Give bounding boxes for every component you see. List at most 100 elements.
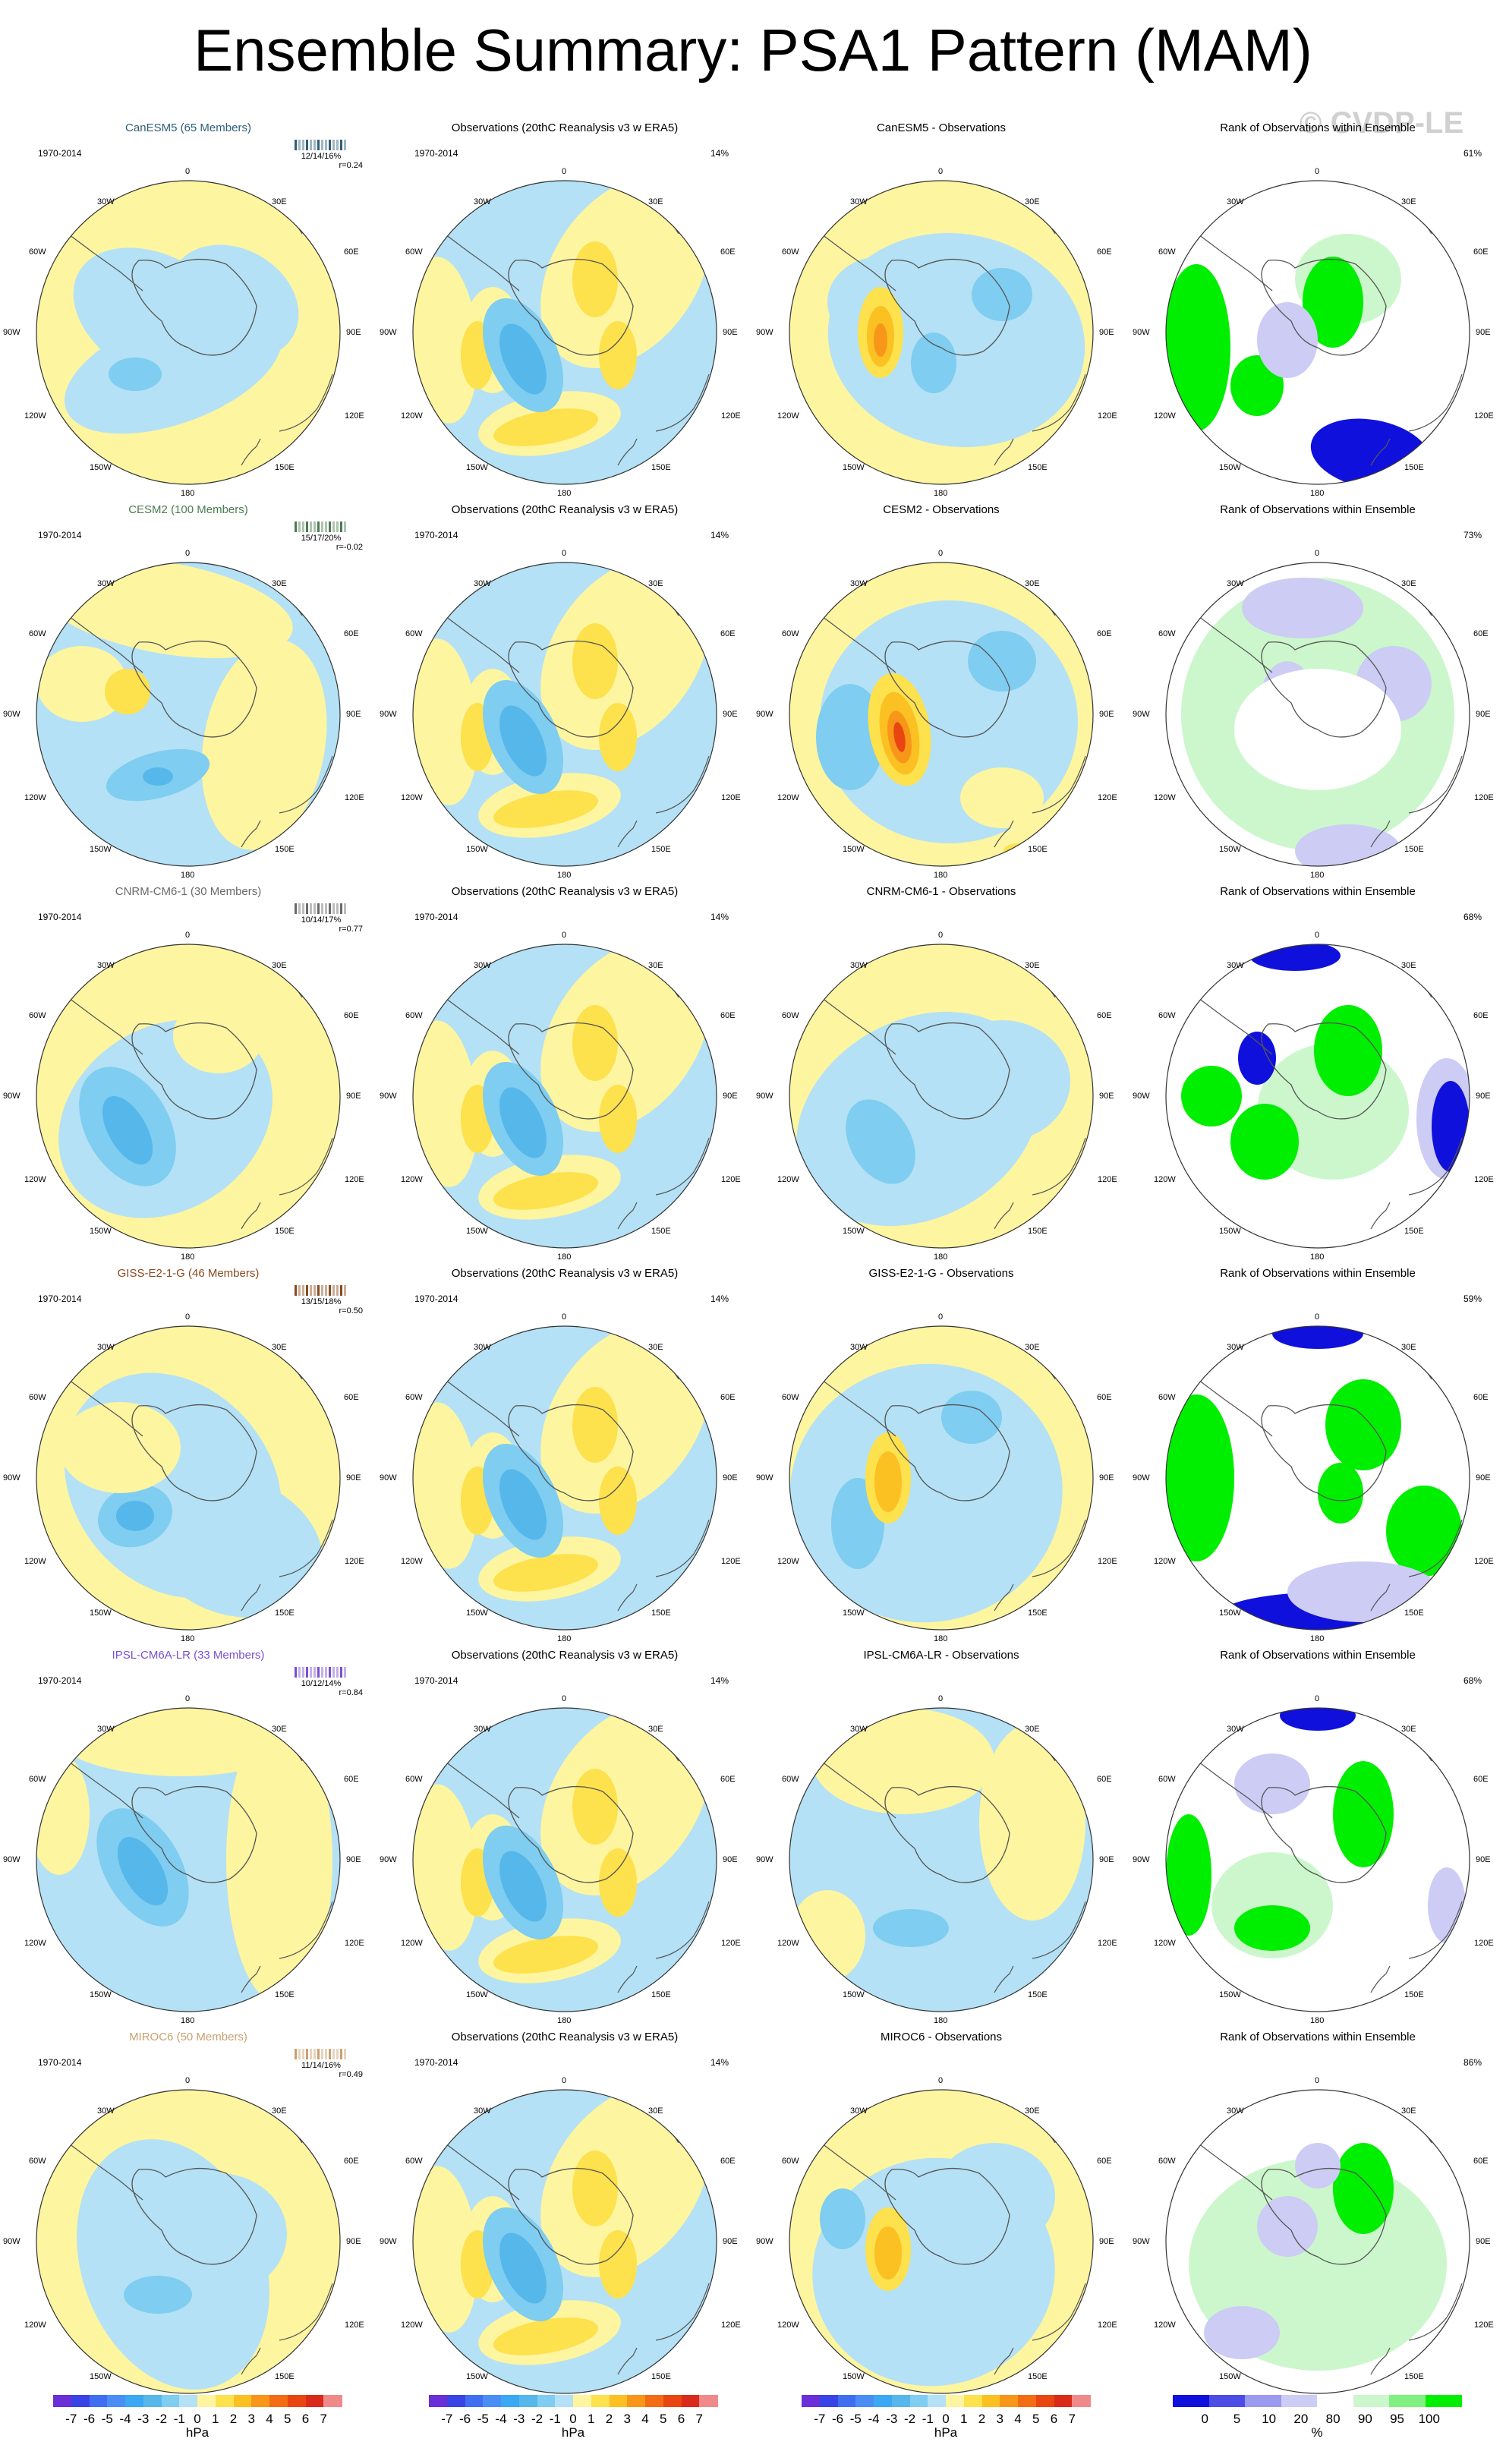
new-zealand-coastline bbox=[617, 1965, 638, 1993]
grid-label-br1: 120E bbox=[1474, 1939, 1494, 1948]
grid-label-bl2: 150W bbox=[1219, 1990, 1241, 1999]
antarctica-coastline bbox=[1261, 1404, 1387, 1501]
south-america-coastline bbox=[815, 611, 896, 673]
colorbar-obs-box-12 bbox=[645, 2395, 664, 2407]
grid-label-tr1: 30E bbox=[272, 961, 287, 970]
grid-label-br2: 150E bbox=[1404, 1609, 1424, 1618]
grid-label-tr2: 60E bbox=[1097, 1011, 1112, 1020]
map-boundary bbox=[36, 944, 341, 1249]
colorbar-model-tick-14: 7 bbox=[320, 2412, 327, 2426]
colorbar-model-tick-6: -1 bbox=[173, 2412, 185, 2426]
panel-title: Rank of Observations within Ensemble bbox=[1220, 1267, 1416, 1280]
grid-label-tl1: 30W bbox=[850, 1343, 868, 1352]
colorbar-model-box-4 bbox=[125, 2395, 144, 2407]
pattern-correlation: r=0.50 bbox=[339, 1306, 364, 1315]
colorbar-obs-box-4 bbox=[501, 2395, 520, 2407]
grid-label-tl2: 60W bbox=[782, 2157, 799, 2166]
australia-coastline bbox=[1032, 1137, 1086, 1196]
antarctica-coastline bbox=[131, 2167, 257, 2265]
grid-label-top: 0 bbox=[1315, 931, 1320, 940]
grid-label-bl1: 120W bbox=[24, 793, 46, 802]
map-boundary bbox=[36, 180, 341, 485]
grid-label-top: 0 bbox=[1315, 1312, 1320, 1322]
new-zealand-coastline bbox=[241, 1583, 261, 1612]
grid-label-tr2: 60E bbox=[720, 2157, 736, 2166]
map-boundary bbox=[412, 944, 717, 1249]
member-stats: 12/14/16% r=0.24 bbox=[279, 140, 363, 170]
panel-title: IPSL-CM6A-LR - Observations bbox=[863, 1649, 1019, 1662]
colorbar-model-tick-13: 6 bbox=[301, 2412, 310, 2426]
grid-label-left: 90W bbox=[3, 1092, 20, 1101]
grid-label-top: 0 bbox=[562, 2076, 567, 2085]
new-zealand-coastline bbox=[241, 820, 261, 848]
member-stats: 13/15/18% r=0.50 bbox=[279, 1285, 363, 1315]
variance-percent: 14% bbox=[710, 2057, 729, 2068]
grid-label-bottom: 180 bbox=[934, 871, 948, 880]
grid-label-bl1: 120W bbox=[1154, 2321, 1176, 2330]
contour-region-10 bbox=[499, 1469, 547, 1540]
rank-region-0 bbox=[1166, 1394, 1234, 1561]
panel-title: Rank of Observations within Ensemble bbox=[1220, 503, 1416, 516]
grid-label-left: 90W bbox=[380, 1855, 397, 1864]
grid-label-bl2: 150W bbox=[90, 2372, 112, 2381]
contour-region-4 bbox=[413, 257, 478, 424]
grid-label-top: 0 bbox=[938, 1694, 944, 1703]
colorbar-rank-tick-3: 20 bbox=[1293, 2412, 1309, 2426]
australia-coastline bbox=[1408, 1137, 1463, 1196]
grid-label-right: 90E bbox=[346, 1092, 361, 1101]
grid-label-right: 90E bbox=[1476, 2237, 1491, 2246]
period-label: 1970-2014 bbox=[414, 2057, 458, 2068]
map-boundary bbox=[1165, 2089, 1470, 2394]
new-zealand-coastline bbox=[994, 1965, 1014, 1993]
grid-label-tr1: 30E bbox=[648, 1343, 663, 1352]
australia-coastline bbox=[1408, 1519, 1463, 1577]
grid-label-tr2: 60E bbox=[344, 1011, 359, 1020]
grid-label-br1: 120E bbox=[1474, 2321, 1494, 2330]
colorbar-diff-box-5 bbox=[891, 2395, 910, 2407]
grid-label-left: 90W bbox=[1133, 1092, 1150, 1101]
colorbar-obs-box-8 bbox=[573, 2395, 592, 2407]
grid-label-tr1: 30E bbox=[648, 2106, 663, 2116]
contour-region-8 bbox=[599, 1467, 637, 1535]
antarctica-coastline bbox=[884, 1404, 1010, 1501]
contour-region-2 bbox=[941, 1391, 1002, 1444]
contour-region-5 bbox=[572, 1769, 618, 1845]
grid-label-br1: 120E bbox=[345, 1557, 364, 1566]
australia-coastline bbox=[655, 755, 710, 814]
grid-label-tr1: 30E bbox=[1025, 197, 1040, 206]
grid-label-top: 0 bbox=[938, 1312, 944, 1322]
rank-region-3 bbox=[1295, 2143, 1341, 2188]
panel-diff-1: CESM2 - Observations 0 180 90W 90E 30W 60W 30E 6… bbox=[753, 503, 1130, 885]
grid-label-tr1: 30E bbox=[1025, 2106, 1040, 2116]
grid-label-tl1: 30W bbox=[1227, 1725, 1244, 1734]
colorbar-obs-unit: hPa bbox=[561, 2425, 585, 2440]
panel-obs-3: Observations (20thC Reanalysis v3 w ERA5… bbox=[376, 1267, 753, 1649]
grid-label-tl2: 60W bbox=[29, 1011, 46, 1020]
grid-label-left: 90W bbox=[1133, 328, 1150, 337]
colorbar-diff-tick-10: 3 bbox=[996, 2412, 1003, 2426]
colorbar-diff-box-7 bbox=[928, 2395, 947, 2407]
variance-percent: 14% bbox=[710, 530, 729, 540]
grid-label-right: 90E bbox=[346, 710, 361, 719]
grid-label-br1: 120E bbox=[1098, 1557, 1117, 1566]
contour-region-8 bbox=[599, 2230, 637, 2299]
colorbar-model-box-15 bbox=[323, 2395, 342, 2407]
new-zealand-coastline bbox=[617, 2347, 638, 2375]
grid-label-br1: 120E bbox=[721, 793, 741, 802]
grid-label-tl1: 30W bbox=[850, 579, 868, 588]
map-model-2 bbox=[36, 944, 341, 1249]
period-label: 1970-2014 bbox=[38, 1675, 82, 1686]
grid-label-br1: 120E bbox=[345, 1175, 364, 1184]
grid-label-bottom: 180 bbox=[557, 871, 572, 880]
contour-region-2 bbox=[145, 1474, 323, 1618]
map-model-0 bbox=[36, 180, 341, 485]
grid-label-bl2: 150W bbox=[843, 1609, 865, 1618]
grid-label-br1: 120E bbox=[345, 793, 364, 802]
grid-label-br2: 150E bbox=[1028, 463, 1048, 472]
colorbar-rank-unit: % bbox=[1311, 2425, 1323, 2440]
contour-region-2 bbox=[201, 639, 327, 850]
grid-label-tr2: 60E bbox=[344, 629, 359, 638]
rank-region-1 bbox=[1230, 1104, 1299, 1180]
panel-rank-3: Rank of Observations within Ensemble 59% 0… bbox=[1130, 1267, 1506, 1649]
grid-label-tr1: 30E bbox=[1401, 1725, 1416, 1734]
